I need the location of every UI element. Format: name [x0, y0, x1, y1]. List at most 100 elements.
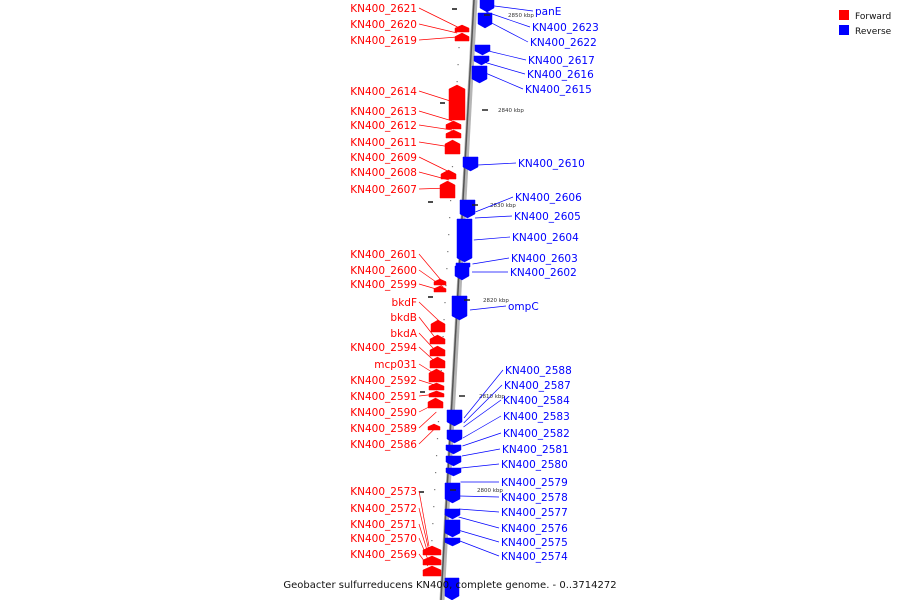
forward-gene-leader-line — [418, 411, 437, 429]
forward-gene-block[interactable] — [433, 278, 447, 286]
position-dot — [443, 319, 445, 321]
forward-gene-block[interactable] — [429, 356, 446, 369]
gene-label-kn400-2572[interactable]: KN400_2572 — [350, 503, 417, 515]
reverse-gene-leader-line — [486, 4, 534, 12]
gene-label-kn400-2613[interactable]: KN400_2613 — [350, 106, 417, 118]
gene-label-kn400-2617[interactable]: KN400_2617 — [528, 55, 595, 67]
forward-gene-block[interactable] — [448, 84, 466, 121]
forward-gene-leader-line — [418, 269, 444, 288]
gene-label-kn400-2591[interactable]: KN400_2591 — [350, 391, 417, 403]
gene-label-bkda[interactable]: bkdA — [390, 328, 417, 340]
gene-label-kn400-2589[interactable]: KN400_2589 — [350, 423, 417, 435]
gene-label-kn400-2611[interactable]: KN400_2611 — [350, 137, 417, 149]
gene-label-kn400-2590[interactable]: KN400_2590 — [350, 407, 417, 419]
gene-label-kn400-2578[interactable]: KN400_2578 — [501, 492, 568, 504]
forward-gene-block[interactable] — [433, 285, 447, 293]
gene-label-kn400-2580[interactable]: KN400_2580 — [501, 459, 568, 471]
gene-label-kn400-2603[interactable]: KN400_2603 — [511, 253, 578, 265]
gene-label-bkdb[interactable]: bkdB — [390, 312, 417, 324]
gene-label-kn400-2570[interactable]: KN400_2570 — [350, 533, 417, 545]
forward-gene-block[interactable] — [439, 180, 456, 199]
gene-label-kn400-2579[interactable]: KN400_2579 — [501, 477, 568, 489]
reverse-gene-block[interactable] — [474, 44, 491, 56]
gene-label-kn400-2620[interactable]: KN400_2620 — [350, 19, 417, 31]
reverse-gene-block[interactable] — [444, 577, 460, 600]
gene-label-kn400-2577[interactable]: KN400_2577 — [501, 507, 568, 519]
gene-label-kn400-2609[interactable]: KN400_2609 — [350, 152, 417, 164]
reverse-gene-block[interactable] — [444, 482, 461, 504]
gene-label-kn400-2592[interactable]: KN400_2592 — [350, 375, 417, 387]
gene-label-kn400-2571[interactable]: KN400_2571 — [350, 519, 417, 531]
gene-label-kn400-2584[interactable]: KN400_2584 — [503, 395, 570, 407]
gene-label-kn400-2615[interactable]: KN400_2615 — [525, 84, 592, 96]
gene-label-kn400-2582[interactable]: KN400_2582 — [503, 428, 570, 440]
position-dot — [449, 217, 451, 219]
reverse-gene-block[interactable] — [445, 467, 462, 477]
forward-gene-leader-line — [418, 141, 451, 148]
reverse-gene-block[interactable] — [446, 429, 463, 444]
gene-label-kn400-2622[interactable]: KN400_2622 — [530, 37, 597, 49]
gene-label-kn400-2606[interactable]: KN400_2606 — [515, 192, 582, 204]
gene-label-kn400-2575[interactable]: KN400_2575 — [501, 537, 568, 549]
forward-gene-block[interactable] — [454, 24, 470, 33]
forward-gene-block[interactable] — [454, 32, 470, 42]
reverse-gene-block[interactable] — [456, 218, 473, 263]
gene-label-kn400-2581[interactable]: KN400_2581 — [502, 444, 569, 456]
forward-gene-block[interactable] — [429, 334, 446, 345]
reverse-gene-block[interactable] — [444, 537, 461, 547]
gene-label-pane[interactable]: panE — [535, 6, 561, 18]
gene-label-kn400-2619[interactable]: KN400_2619 — [350, 35, 417, 47]
gene-label-kn400-2623[interactable]: KN400_2623 — [532, 22, 599, 34]
gene-label-kn400-2607[interactable]: KN400_2607 — [350, 184, 417, 196]
position-dot — [440, 370, 442, 372]
gene-label-kn400-2604[interactable]: KN400_2604 — [512, 232, 579, 244]
gene-label-bkdf[interactable]: bkdF — [392, 297, 417, 309]
forward-gene-block[interactable] — [430, 319, 446, 333]
gene-label-kn400-2599[interactable]: KN400_2599 — [350, 279, 417, 291]
reverse-gene-block[interactable] — [462, 156, 479, 172]
reverse-gene-block[interactable] — [445, 444, 462, 455]
reverse-gene-block[interactable] — [459, 199, 476, 219]
reverse-gene-leader-line — [463, 369, 504, 419]
reverse-gene-leader-line — [473, 236, 511, 241]
reverse-gene-block[interactable] — [454, 265, 470, 281]
gene-label-kn400-2588[interactable]: KN400_2588 — [505, 365, 572, 377]
reverse-gene-block[interactable] — [446, 409, 463, 427]
reverse-gene-block[interactable] — [444, 519, 461, 538]
gene-label-ompc[interactable]: ompC — [508, 301, 539, 313]
gene-label-kn400-2586[interactable]: KN400_2586 — [350, 439, 417, 451]
reverse-gene-leader-line — [458, 508, 500, 513]
forward-gene-block[interactable] — [445, 120, 462, 130]
gene-label-kn400-2569[interactable]: KN400_2569 — [350, 549, 417, 561]
gene-label-kn400-2616[interactable]: KN400_2616 — [527, 69, 594, 81]
forward-gene-block[interactable] — [445, 129, 462, 139]
reverse-gene-block[interactable] — [445, 455, 462, 467]
gene-label-mcp031[interactable]: mcp031 — [374, 359, 417, 371]
forward-gene-block[interactable] — [427, 423, 441, 431]
forward-gene-leader-line — [418, 553, 429, 567]
gene-label-kn400-2602[interactable]: KN400_2602 — [510, 267, 577, 279]
gene-label-kn400-2621[interactable]: KN400_2621 — [350, 3, 417, 15]
gene-label-kn400-2574[interactable]: KN400_2574 — [501, 551, 568, 563]
reverse-gene-block[interactable] — [479, 0, 495, 13]
gene-label-kn400-2576[interactable]: KN400_2576 — [501, 523, 568, 535]
reverse-gene-block[interactable] — [473, 55, 490, 66]
reverse-gene-leader-line — [483, 61, 526, 75]
gene-label-kn400-2600[interactable]: KN400_2600 — [350, 265, 417, 277]
gene-label-kn400-2594[interactable]: KN400_2594 — [350, 342, 417, 354]
gene-label-kn400-2612[interactable]: KN400_2612 — [350, 120, 417, 132]
gene-label-kn400-2610[interactable]: KN400_2610 — [518, 158, 585, 170]
gene-label-kn400-2583[interactable]: KN400_2583 — [503, 411, 570, 423]
gene-label-kn400-2608[interactable]: KN400_2608 — [350, 167, 417, 179]
gene-label-kn400-2601[interactable]: KN400_2601 — [350, 249, 417, 261]
reverse-gene-block[interactable] — [444, 508, 461, 520]
gene-label-kn400-2587[interactable]: KN400_2587 — [504, 380, 571, 392]
gene-label-kn400-2573[interactable]: KN400_2573 — [350, 486, 417, 498]
reverse-gene-block[interactable] — [451, 295, 468, 321]
gene-label-kn400-2605[interactable]: KN400_2605 — [514, 211, 581, 223]
reverse-gene-block[interactable] — [471, 65, 488, 84]
forward-gene-block[interactable] — [444, 139, 461, 155]
forward-gene-block[interactable] — [422, 565, 442, 577]
gene-label-kn400-2614[interactable]: KN400_2614 — [350, 86, 417, 98]
